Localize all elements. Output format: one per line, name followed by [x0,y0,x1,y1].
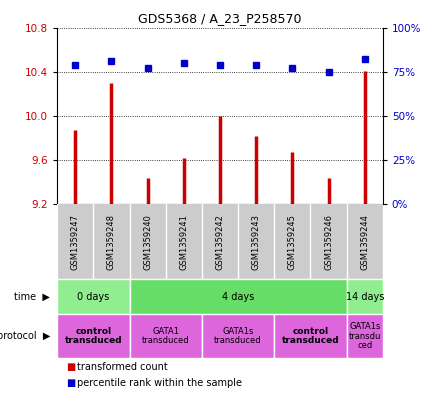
Text: ■: ■ [66,362,75,373]
Text: GSM1359245: GSM1359245 [288,214,297,270]
Text: ■: ■ [66,378,75,388]
Text: 4 days: 4 days [222,292,254,302]
Text: GSM1359248: GSM1359248 [107,214,116,270]
Text: GSM1359244: GSM1359244 [360,214,369,270]
Text: 14 days: 14 days [345,292,384,302]
Text: GATA1s
transdu
ced: GATA1s transdu ced [348,322,381,350]
Text: GSM1359243: GSM1359243 [252,214,260,270]
Text: 0 days: 0 days [77,292,110,302]
Text: control
transduced: control transduced [65,327,122,345]
Bar [57,279,129,314]
Text: transformed count: transformed count [77,362,168,373]
Text: GATA1
transduced: GATA1 transduced [142,327,190,345]
Title: GDS5368 / A_23_P258570: GDS5368 / A_23_P258570 [138,12,302,25]
Bar [347,279,383,314]
Text: GSM1359246: GSM1359246 [324,214,333,270]
Bar [129,314,202,358]
Bar [274,314,347,358]
Bar [129,279,347,314]
Text: protocol  ▶: protocol ▶ [0,331,50,341]
Text: GSM1359241: GSM1359241 [180,214,188,270]
Text: GATA1s
transduced: GATA1s transduced [214,327,262,345]
Bar [347,314,383,358]
Text: GSM1359247: GSM1359247 [71,214,80,270]
Text: percentile rank within the sample: percentile rank within the sample [77,378,242,388]
Text: control
transduced: control transduced [282,327,339,345]
Text: GSM1359242: GSM1359242 [216,214,224,270]
Text: time  ▶: time ▶ [15,292,50,302]
Bar [57,314,129,358]
Bar [202,314,274,358]
Text: GSM1359240: GSM1359240 [143,214,152,270]
